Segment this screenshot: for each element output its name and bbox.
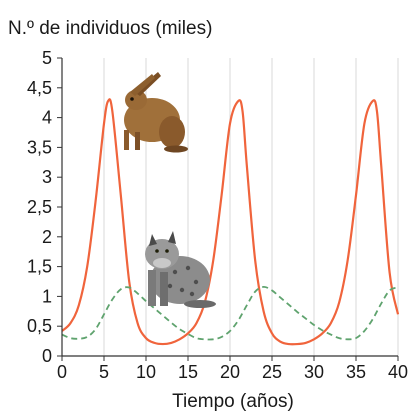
lynx-spot xyxy=(185,265,191,271)
y-tick-label: 2,5 xyxy=(27,197,52,217)
hare-front-leg xyxy=(124,130,129,150)
y-tick-label: 3 xyxy=(42,167,52,187)
x-tick-label: 10 xyxy=(136,362,156,382)
y-tick-label: 4 xyxy=(42,108,52,128)
x-tick-label: 15 xyxy=(178,362,198,382)
lynx-icon xyxy=(145,231,216,308)
y-tick-label: 1 xyxy=(42,286,52,306)
x-tick-label: 0 xyxy=(57,362,67,382)
lynx-spot xyxy=(189,291,195,297)
x-tick-label: 30 xyxy=(304,362,324,382)
lynx-ear-right xyxy=(168,231,176,244)
hare-eye xyxy=(130,97,134,101)
lynx-spot xyxy=(172,269,178,275)
lynx-eye-left xyxy=(155,249,159,253)
lynx-ruff xyxy=(153,258,171,268)
lynx-ear-left xyxy=(149,234,157,246)
axis-labels: N.º de individuos (miles) Tiempo (años) … xyxy=(8,18,408,411)
hare-head xyxy=(125,90,147,110)
y-tick-label: 0,5 xyxy=(27,316,52,336)
hare-hind-foot xyxy=(164,145,188,153)
axes xyxy=(57,57,399,361)
series-line-lynx xyxy=(62,285,399,341)
lynx-eye-right xyxy=(165,249,169,253)
x-tick-label: 25 xyxy=(262,362,282,382)
hare-icon xyxy=(124,72,188,153)
hare-front-leg-2 xyxy=(135,132,140,150)
y-tick-label: 4,5 xyxy=(27,78,52,98)
y-tick-label: 2 xyxy=(42,227,52,247)
hare-ear-front xyxy=(130,74,155,96)
y-tick-label: 5 xyxy=(42,48,52,68)
lynx-hind-foot xyxy=(184,300,216,308)
x-tick-label: 20 xyxy=(220,362,240,382)
lynx-front-leg-2 xyxy=(160,272,168,306)
x-axis-title: Tiempo (años) xyxy=(172,391,294,411)
y-tick-label: 1,5 xyxy=(27,257,52,277)
y-tick-label: 0 xyxy=(42,346,52,366)
lynx-spot xyxy=(167,283,173,289)
lynx-spot xyxy=(179,287,185,293)
hare-haunch xyxy=(159,116,185,148)
lynx-spot xyxy=(193,279,199,285)
y-tick-label: 3,5 xyxy=(27,137,52,157)
animal-illustrations xyxy=(124,72,216,308)
lynx-front-leg xyxy=(148,270,156,306)
series-line-hare xyxy=(62,98,400,346)
series-lines xyxy=(62,98,400,346)
x-tick-label: 5 xyxy=(99,362,109,382)
x-tick-label: 40 xyxy=(388,362,408,382)
y-axis-title: N.º de individuos (miles) xyxy=(8,18,212,39)
x-tick-label: 35 xyxy=(346,362,366,382)
